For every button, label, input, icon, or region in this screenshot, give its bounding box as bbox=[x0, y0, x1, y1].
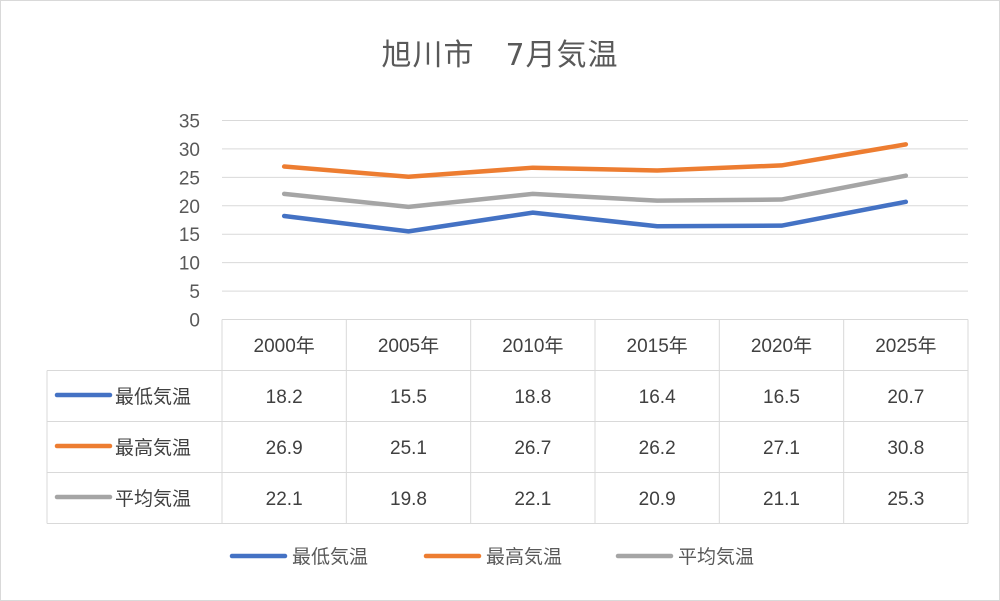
y-tick-label: 20 bbox=[179, 197, 200, 218]
series-line-2 bbox=[281, 142, 909, 180]
y-tick-label: 30 bbox=[179, 140, 200, 161]
data-value-label: 22.1 bbox=[266, 489, 303, 510]
data-value-label: 20.7 bbox=[887, 387, 924, 408]
category-label: 2000年 bbox=[254, 335, 315, 357]
y-tick-label: 5 bbox=[189, 282, 200, 303]
category-label: 2025年 bbox=[875, 335, 936, 357]
row-series-label: 最低気温 bbox=[115, 386, 191, 408]
data-value-label: 30.8 bbox=[887, 438, 924, 459]
gridlines bbox=[222, 120, 968, 292]
data-value-label: 19.8 bbox=[390, 489, 427, 510]
row-series-label: 最高気温 bbox=[115, 437, 191, 459]
y-tick-label: 10 bbox=[179, 254, 200, 275]
data-value-label: 25.1 bbox=[390, 438, 427, 459]
data-value-label: 22.1 bbox=[514, 489, 551, 510]
legend: 最低気温 最高気温 平均気温 bbox=[229, 546, 754, 568]
legend-entry: 最低気温 bbox=[292, 546, 368, 568]
data-value-label: 16.5 bbox=[763, 387, 800, 408]
series-line-1 bbox=[281, 199, 909, 234]
category-label: 2020年 bbox=[751, 335, 812, 357]
category-label: 2005年 bbox=[378, 335, 439, 357]
y-tick-label: 15 bbox=[179, 225, 200, 246]
series-line-3 bbox=[281, 173, 909, 210]
data-value-label: 21.1 bbox=[763, 489, 800, 510]
y-tick-label: 35 bbox=[179, 112, 200, 133]
data-value-label: 18.8 bbox=[514, 387, 551, 408]
data-value-label: 16.4 bbox=[639, 387, 676, 408]
data-value-label: 25.3 bbox=[887, 489, 924, 510]
legend-entry: 平均気温 bbox=[678, 546, 754, 568]
y-tick-label: 0 bbox=[189, 311, 200, 332]
data-value-label: 15.5 bbox=[390, 387, 427, 408]
chart-title: 旭川市 7月気温 bbox=[381, 38, 619, 73]
legend-entry: 最高気温 bbox=[486, 546, 562, 568]
category-label: 2015年 bbox=[627, 335, 688, 357]
data-value-label: 26.7 bbox=[514, 438, 551, 459]
y-tick-label: 25 bbox=[179, 168, 200, 189]
data-value-label: 27.1 bbox=[763, 438, 800, 459]
y-axis-ticks: 0 5 10 15 20 25 30 35 bbox=[179, 112, 200, 332]
data-value-label: 26.9 bbox=[266, 438, 303, 459]
row-series-label: 平均気温 bbox=[115, 488, 191, 510]
data-value-label: 26.2 bbox=[639, 438, 676, 459]
series-lines bbox=[281, 142, 909, 234]
category-label: 2010年 bbox=[502, 335, 563, 357]
data-value-label: 20.9 bbox=[639, 489, 676, 510]
data-value-label: 18.2 bbox=[266, 387, 303, 408]
